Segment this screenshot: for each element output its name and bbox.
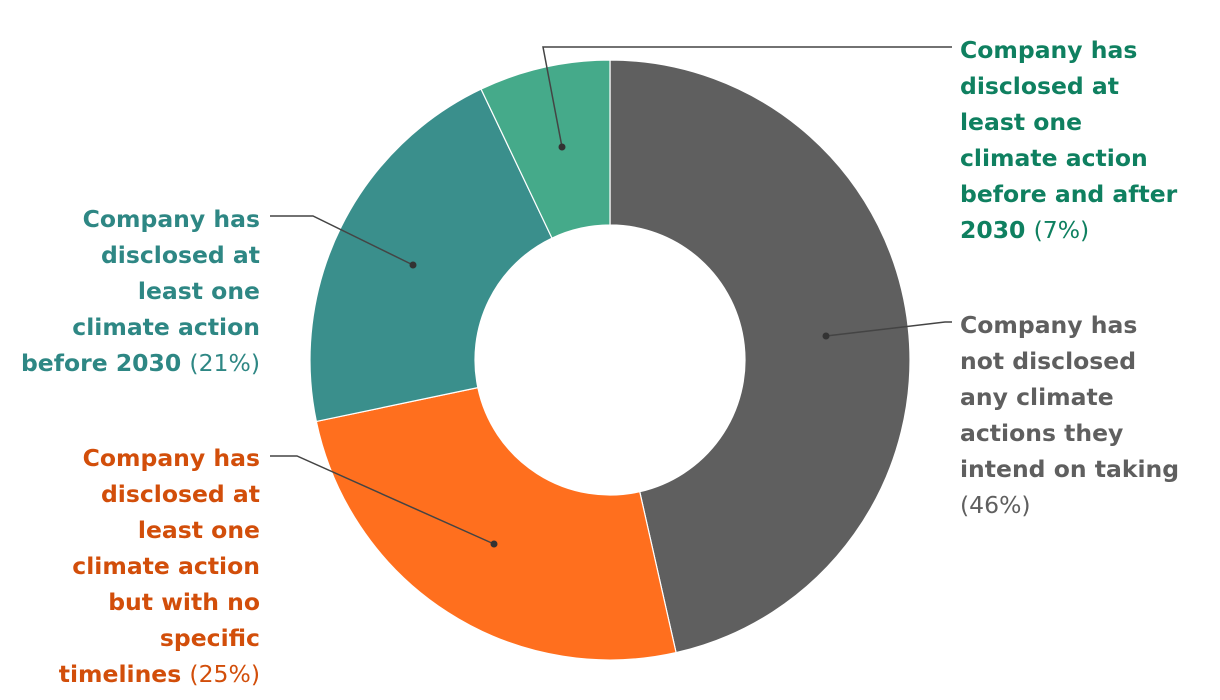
label-line: least one bbox=[138, 516, 260, 544]
label-line: disclosed at bbox=[960, 72, 1119, 100]
leader-dot-before-after-2030 bbox=[558, 143, 566, 151]
leader-dot-no-timeline bbox=[490, 540, 498, 548]
label-line: intend on taking bbox=[960, 455, 1179, 483]
label-line: Company has bbox=[83, 205, 260, 233]
label-before-after-2030: Company has disclosed at least one climate … bbox=[960, 36, 1178, 244]
label-line: Company has bbox=[83, 444, 260, 472]
label-line: climate action bbox=[72, 313, 260, 341]
label-line: climate action bbox=[72, 552, 260, 580]
label-line: Company has bbox=[960, 36, 1137, 64]
leader-line-none bbox=[825, 321, 952, 337]
leader-line-before-2030 bbox=[270, 215, 414, 266]
label-line: 2030 bbox=[960, 216, 1034, 244]
leader-dot-before-2030 bbox=[409, 261, 417, 269]
label-no-timeline: Company has disclosed at least one climate … bbox=[59, 444, 260, 688]
label-line: least one bbox=[960, 108, 1082, 136]
label-line: specific bbox=[160, 624, 260, 652]
label-line: climate action bbox=[960, 144, 1148, 172]
label-percent: (21%) bbox=[189, 349, 260, 377]
label-line: actions they bbox=[960, 419, 1123, 447]
label-none: Company has not disclosed any climate actio… bbox=[960, 311, 1179, 519]
leader-line-no-timeline bbox=[270, 455, 495, 545]
label-line: any climate bbox=[960, 383, 1114, 411]
label-line: before and after bbox=[960, 180, 1178, 208]
slice-before-2030 bbox=[309, 88, 553, 423]
label-line: timelines bbox=[59, 660, 190, 688]
label-line: disclosed at bbox=[101, 480, 260, 508]
label-line: least one bbox=[138, 277, 260, 305]
label-before-2030: Company has disclosed at least one climate … bbox=[21, 205, 260, 377]
leader-line-before-after-2030 bbox=[542, 46, 952, 148]
label-percent: (46%) bbox=[960, 491, 1031, 519]
slice-none bbox=[609, 59, 911, 654]
label-percent: (25%) bbox=[189, 660, 260, 688]
label-line: but with no bbox=[108, 588, 260, 616]
label-line: disclosed at bbox=[101, 241, 260, 269]
label-line: not disclosed bbox=[960, 347, 1136, 375]
slice-no-timeline bbox=[315, 386, 677, 661]
slice-before-after-2030 bbox=[480, 59, 611, 239]
label-line: before 2030 bbox=[21, 349, 189, 377]
leader-dot-none bbox=[822, 332, 830, 340]
label-line: Company has bbox=[960, 311, 1137, 339]
label-percent: (7%) bbox=[1034, 216, 1090, 244]
